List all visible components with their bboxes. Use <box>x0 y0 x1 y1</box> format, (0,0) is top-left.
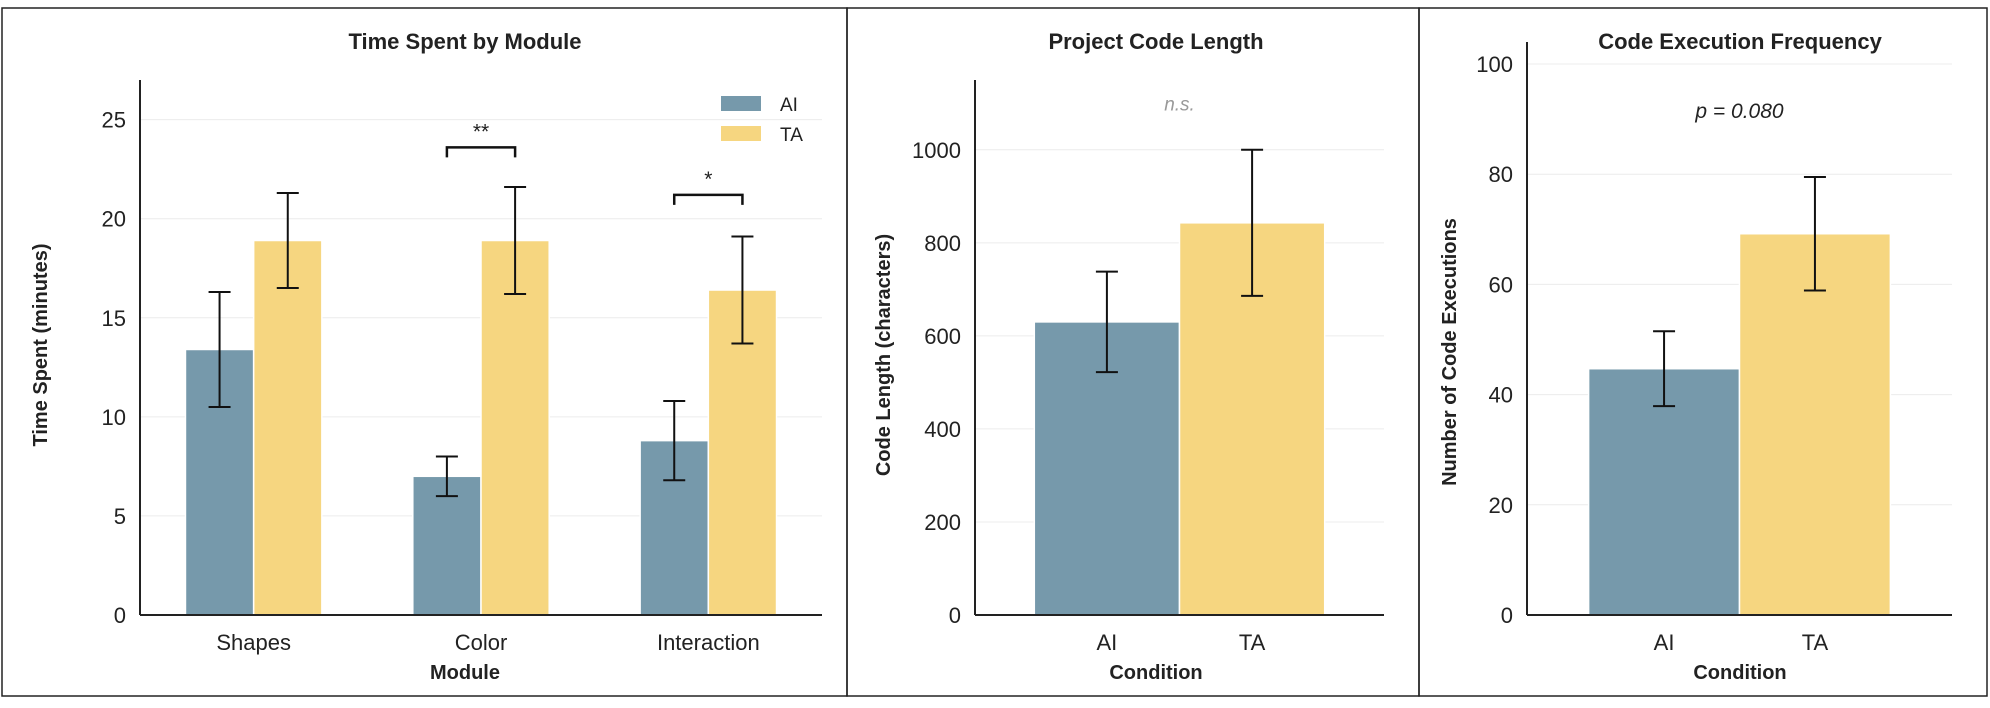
y-tick-label: 0 <box>114 603 126 628</box>
chart-title: Project Code Length <box>1048 29 1263 54</box>
axes <box>1526 42 1952 616</box>
legend-swatch-ai <box>721 96 761 111</box>
ns-label: n.s. <box>1164 94 1195 115</box>
x-tick-label: TA <box>1802 630 1829 655</box>
chart-code-length: Project Code Length Condition Code Lengt… <box>846 7 1420 697</box>
significance-label: ** <box>473 120 489 143</box>
y-tick-label: 60 <box>1489 272 1513 297</box>
legend-label-ta: TA <box>780 125 803 146</box>
x-ticks: Shapes Color Interaction <box>216 630 759 655</box>
y-tick-label: 800 <box>924 231 961 256</box>
x-axis-label: Condition <box>1693 662 1786 684</box>
p-value-annotation: p = 0.080 <box>1694 100 1783 123</box>
error-bars <box>1653 175 1826 408</box>
y-tick-label: 200 <box>924 510 961 535</box>
y-tick-label: 20 <box>102 207 126 232</box>
x-tick-label: AI <box>1654 630 1675 655</box>
significance-annotations: *** <box>445 120 744 205</box>
y-tick-label: 0 <box>1501 603 1513 628</box>
significance-label: * <box>704 168 712 191</box>
x-ticks: AI TA <box>1097 630 1266 655</box>
y-tick-label: 80 <box>1489 162 1513 187</box>
bar-ta-shapes <box>252 239 323 616</box>
bar-ta-color <box>480 239 550 616</box>
x-tick-label: Interaction <box>657 630 760 655</box>
y-axis-label: Code Length (characters) <box>873 234 895 476</box>
x-ticks: AI TA <box>1654 630 1829 655</box>
significance-bracket <box>672 193 744 205</box>
y-axis-label: Time Spent (minutes) <box>30 244 52 447</box>
x-tick-label: Color <box>455 630 508 655</box>
y-tick-label: 400 <box>924 417 961 442</box>
significance-bracket <box>445 146 517 158</box>
bars <box>1587 232 1892 616</box>
y-ticks: 0 20 40 60 80 100 <box>1476 52 1513 628</box>
y-tick-label: 20 <box>1489 493 1513 518</box>
x-tick-label: AI <box>1097 630 1118 655</box>
axes <box>974 80 1384 616</box>
y-tick-label: 40 <box>1489 383 1513 408</box>
x-axis-label: Module <box>430 662 500 684</box>
chart-time-spent: Time Spent by Module Module Time Spent (… <box>1 7 848 697</box>
y-tick-label: 1000 <box>912 138 961 163</box>
y-tick-label: 5 <box>114 504 126 529</box>
x-axis-label: Condition <box>1109 662 1202 684</box>
x-tick-label: TA <box>1239 630 1266 655</box>
legend-label-ai: AI <box>780 95 798 116</box>
y-ticks: 0 200 400 600 800 1000 <box>912 138 961 628</box>
y-tick-label: 0 <box>949 603 961 628</box>
y-tick-label: 15 <box>102 306 126 331</box>
axes <box>139 80 822 616</box>
significance-annotation: n.s. <box>1164 94 1195 115</box>
y-tick-label: 100 <box>1476 52 1513 77</box>
panel-border <box>1418 7 1988 697</box>
x-tick-label: Shapes <box>216 630 291 655</box>
error-bars <box>208 186 754 498</box>
error-bars <box>1095 148 1264 374</box>
p-value-label: p = 0.080 <box>1694 100 1783 123</box>
bars <box>184 239 778 616</box>
chart-title: Time Spent by Module <box>348 29 581 54</box>
chart-execution-frequency: Code Execution Frequency Condition Numbe… <box>1418 7 1988 697</box>
chart-title: Code Execution Frequency <box>1598 29 1882 54</box>
y-ticks: 0 5 10 15 20 25 <box>102 108 126 628</box>
y-axis-label: Number of Code Executions <box>1439 218 1461 486</box>
legend-swatch-ta <box>721 126 761 141</box>
y-tick-label: 600 <box>924 324 961 349</box>
legend: AI TA <box>721 95 803 146</box>
y-tick-label: 25 <box>102 108 126 133</box>
bar-ai-color <box>412 475 482 616</box>
y-tick-label: 10 <box>102 405 126 430</box>
